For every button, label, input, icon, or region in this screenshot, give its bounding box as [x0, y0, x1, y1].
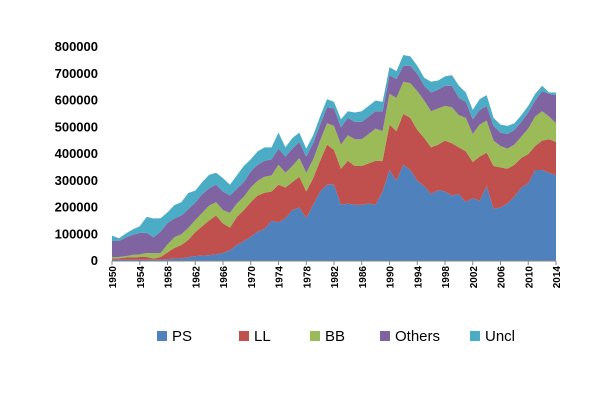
area-series-ps	[112, 164, 556, 261]
x-tick-label: 2002	[469, 266, 480, 289]
area-series-ll	[112, 113, 556, 260]
legend-swatch-bb	[310, 331, 320, 341]
x-tick-label: 1982	[330, 266, 341, 289]
y-tick-label: 200000	[55, 200, 98, 215]
area-series-uncl	[112, 55, 556, 241]
y-tick-label: 500000	[55, 119, 98, 134]
x-tick-label: 1966	[219, 266, 230, 289]
x-tick-label: 1994	[413, 266, 424, 289]
legend-swatch-ps	[157, 331, 167, 341]
x-tick-label: 1958	[164, 266, 175, 289]
legend-label-ps: PS	[172, 328, 192, 345]
x-tick-label: 1950	[108, 266, 119, 289]
y-axis: 0 100000 200000 300000 400000 500000 600000 700…	[55, 39, 98, 268]
y-tick-label: 700000	[55, 66, 98, 81]
legend-label-ll: LL	[254, 328, 271, 345]
x-tick-label: 1974	[275, 266, 286, 289]
legend-label-uncl: Uncl	[485, 328, 515, 345]
legend-label-bb: BB	[325, 328, 345, 345]
x-axis: 1950 1954 1958 1962 1966 1970 1974 1978 1982 1986…	[108, 260, 563, 289]
x-tick-label: 1990	[386, 266, 397, 289]
y-tick-label: 0	[91, 253, 98, 268]
y-tick-label: 300000	[55, 173, 98, 188]
x-tick-label: 1954	[136, 266, 147, 289]
y-tick-label: 600000	[55, 93, 98, 108]
y-tick-label: 100000	[55, 226, 98, 241]
legend-swatch-uncl	[470, 331, 480, 341]
area-series-others	[112, 65, 556, 257]
x-tick-label: 1970	[247, 266, 258, 289]
plot-area	[112, 55, 556, 261]
x-tick-label: 1986	[358, 266, 369, 289]
legend-swatch-ll	[239, 331, 249, 341]
legend-label-others: Others	[395, 328, 440, 345]
x-tick-label: 1998	[441, 266, 452, 289]
y-tick-label: 400000	[55, 146, 98, 161]
x-tick-label: 2010	[524, 266, 535, 289]
legend: PS LL BB Others Uncl	[157, 328, 515, 345]
x-tick-label: 2006	[497, 266, 508, 289]
legend-swatch-others	[380, 331, 390, 341]
area-series-bb	[112, 81, 556, 259]
x-tick-label: 2014	[552, 266, 563, 289]
x-tick-label: 1962	[191, 266, 202, 289]
y-tick-label: 800000	[55, 39, 98, 54]
x-tick-label: 1978	[302, 266, 313, 289]
